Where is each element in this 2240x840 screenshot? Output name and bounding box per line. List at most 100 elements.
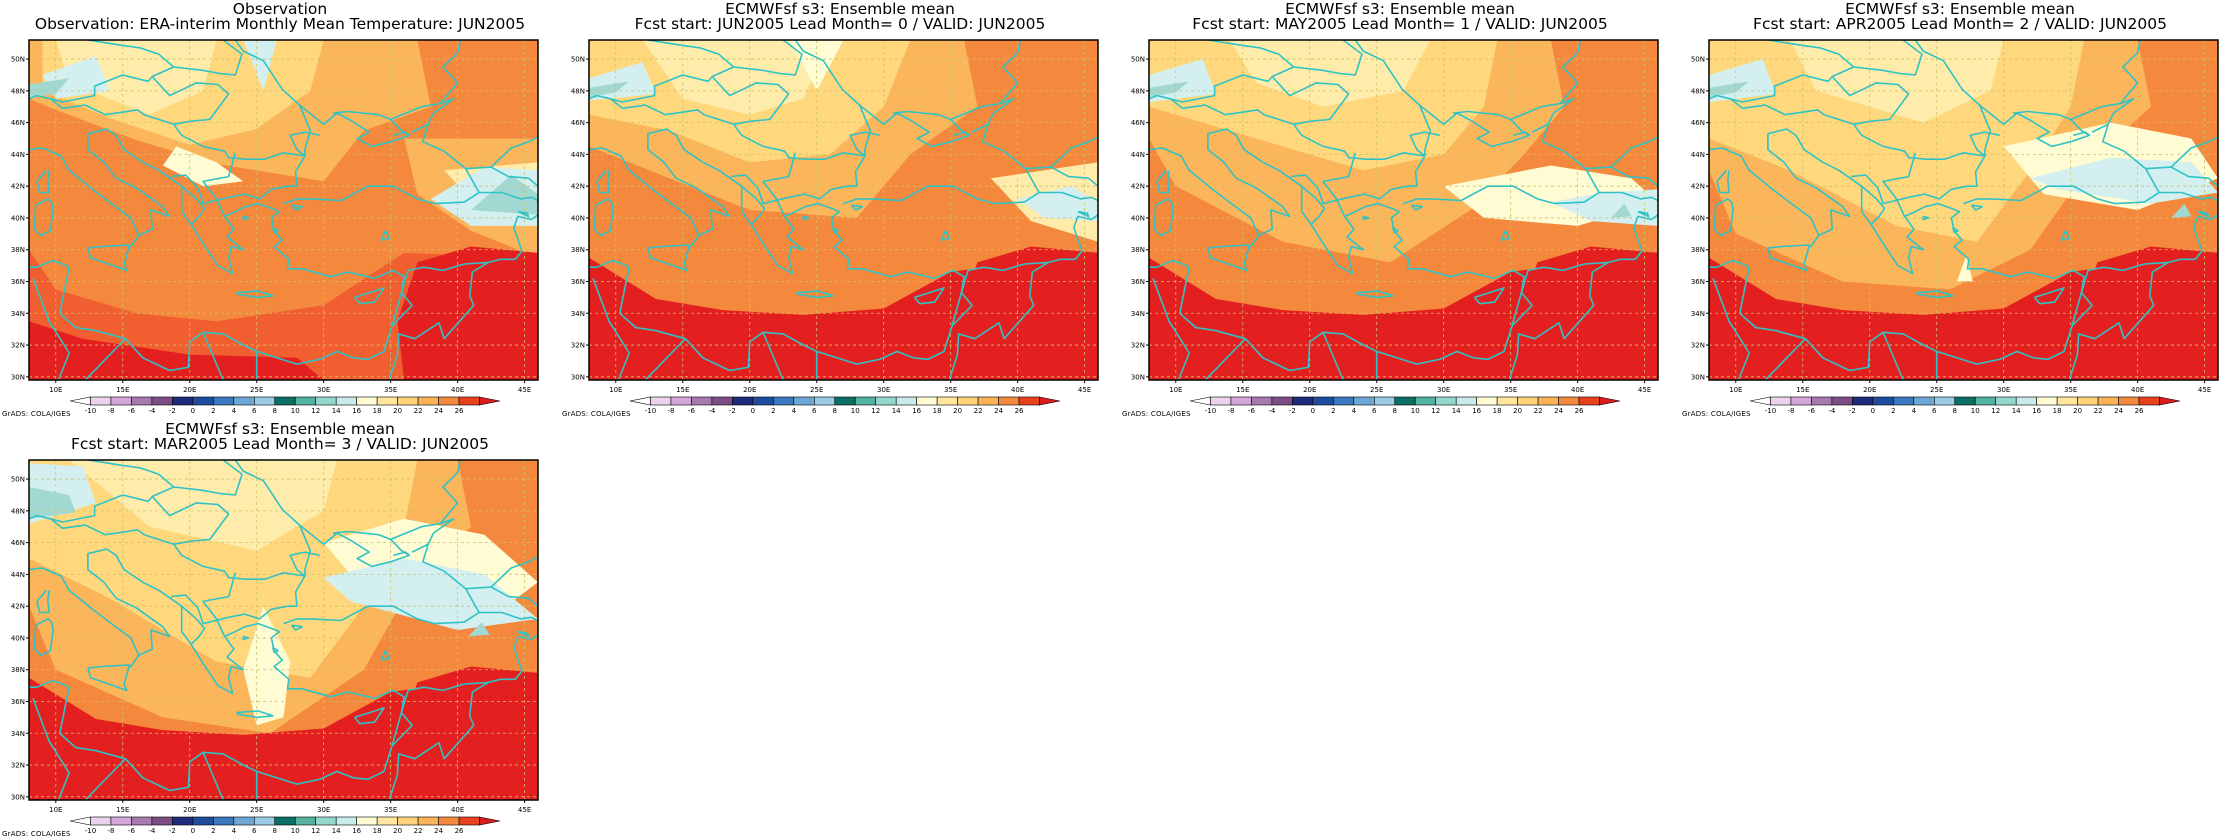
lat-tick-label: 42N — [571, 183, 585, 191]
coastline-path — [971, 123, 989, 133]
coastline-path — [283, 98, 480, 205]
colorbar-swatch — [458, 396, 480, 406]
lon-tick-label: 25E — [250, 806, 263, 814]
coastline-path — [1764, 338, 1806, 380]
colorbar-label: 24 — [434, 407, 443, 415]
coastline-path — [1149, 40, 1363, 103]
coastlines — [29, 460, 538, 800]
coastline-path — [843, 98, 1040, 205]
shaded-contour-region — [243, 606, 291, 726]
panel-title: ECMWFsf s3: Ensemble mean — [725, 0, 955, 18]
lat-tick-label: 36N — [11, 278, 25, 286]
coastline-path — [948, 261, 1049, 380]
colorbar-label: 2 — [1891, 407, 1895, 415]
shaded-contour-region — [471, 175, 538, 215]
lon-tick-label: 45E — [1078, 386, 1091, 394]
lat-tick-label: 30N — [11, 793, 25, 801]
temperature-field — [589, 40, 1098, 380]
coastline-path — [87, 244, 131, 272]
lat-tick-label: 30N — [1691, 373, 1705, 381]
coastline-path — [1531, 123, 1549, 133]
lat-tick-label: 42N — [1691, 183, 1705, 191]
colorbar-label: 22 — [2094, 407, 2103, 415]
colorbar-swatch — [294, 816, 317, 826]
coastline-path — [1767, 244, 1811, 272]
colorbar-label: 10 — [291, 407, 300, 415]
map-frame — [28, 459, 539, 801]
coastline-path — [1585, 166, 1658, 187]
coastline-path — [2091, 123, 2109, 133]
coastline-path — [1322, 152, 1357, 217]
lon-tick-label: 10E — [1729, 386, 1742, 394]
coastline-path — [49, 98, 306, 205]
colorbar-label: -2 — [169, 827, 176, 835]
colorbar-label: -8 — [107, 407, 114, 415]
lat-tick-label: 48N — [1131, 87, 1145, 95]
coastline-path — [393, 131, 410, 137]
coastline-path — [2145, 166, 2218, 187]
lon-tick-label: 40E — [1011, 386, 1024, 394]
colorbar-swatch — [1517, 396, 1539, 406]
coastline-path — [1599, 191, 1658, 202]
coastline-path — [1156, 169, 1170, 194]
colorbar-swatch — [875, 396, 897, 406]
lat-tick-label: 46N — [1131, 119, 1145, 127]
colorbar-swatch — [376, 816, 398, 826]
colorbar-swatch — [1954, 396, 1976, 406]
coastline-path — [1050, 136, 1098, 168]
colorbar-swatch — [69, 816, 91, 826]
colorbar-swatch — [1558, 396, 1580, 406]
coastline-path — [353, 707, 385, 725]
colorbar-swatch — [773, 396, 795, 406]
colorbar-swatch — [691, 396, 713, 406]
colorbar-swatch — [1476, 396, 1498, 406]
lat-tick-label: 30N — [1131, 373, 1145, 381]
coastline-path — [1039, 191, 1098, 202]
colorbar-label: 22 — [974, 407, 983, 415]
coastline-path — [151, 75, 230, 125]
shaded-contour-region — [1789, 40, 2004, 123]
lat-tick-label: 30N — [11, 373, 25, 381]
shaded-contour-region — [162, 146, 244, 187]
lon-tick-label: 35E — [2064, 386, 2077, 394]
coastline-path — [234, 460, 312, 576]
lon-tick-label: 40E — [451, 806, 464, 814]
temperature-field — [1149, 40, 1658, 380]
colorbar-swatch — [417, 396, 439, 406]
colorbar-label: 6 — [812, 407, 817, 415]
colorbar: -10 -8 -6 -4 -2 0 2 4 6 8 10 12 14 16 18 20 22 24 26 — [1749, 396, 2181, 415]
lat-tick-label: 32N — [11, 342, 25, 350]
coastline-path — [380, 649, 391, 661]
colorbar-label: -4 — [148, 407, 156, 415]
colorbar-label: 0 — [1311, 407, 1315, 415]
colorbar-swatch — [1974, 396, 1997, 406]
colorbar-label: 22 — [414, 407, 423, 415]
lat-tick-label: 42N — [11, 183, 25, 191]
temperature-map: 10E 15E 20E 25E 30E 35E 40E 45E 30N 32N 34N 36N 38N 4… — [11, 39, 539, 415]
lat-tick-label: 36N — [1131, 278, 1145, 286]
coastline-path — [2170, 136, 2218, 168]
colorbar-swatch — [479, 396, 501, 406]
lat-tick-label: 46N — [11, 539, 25, 547]
shaded-contour-region — [29, 487, 76, 519]
colorbar-label: 8 — [1393, 407, 1397, 415]
coastline-path — [1637, 210, 1650, 218]
coastline-path — [2013, 110, 2071, 121]
coastline-path — [1729, 98, 1986, 205]
colorbar-swatch — [151, 816, 173, 826]
lon-tick-label: 40E — [2131, 386, 2144, 394]
colorbar-swatch — [2118, 396, 2140, 406]
coastline-path — [1559, 40, 1582, 105]
colorbar-label: -8 — [1227, 407, 1234, 415]
coastline-path — [289, 551, 320, 577]
coastline-path — [490, 556, 538, 588]
colorbar-label: -6 — [128, 407, 136, 415]
lat-tick-label: 30N — [571, 373, 585, 381]
panel-observation: Observation Observation: ERA-interim Mon… — [0, 0, 560, 420]
colorbar-label: 12 — [311, 827, 320, 835]
coastline-path — [2080, 214, 2218, 293]
coastline-path — [411, 543, 429, 553]
lat-tick-label: 50N — [571, 56, 585, 64]
coastline-path — [1513, 131, 1530, 137]
shaded-contour-region — [1149, 81, 1190, 98]
